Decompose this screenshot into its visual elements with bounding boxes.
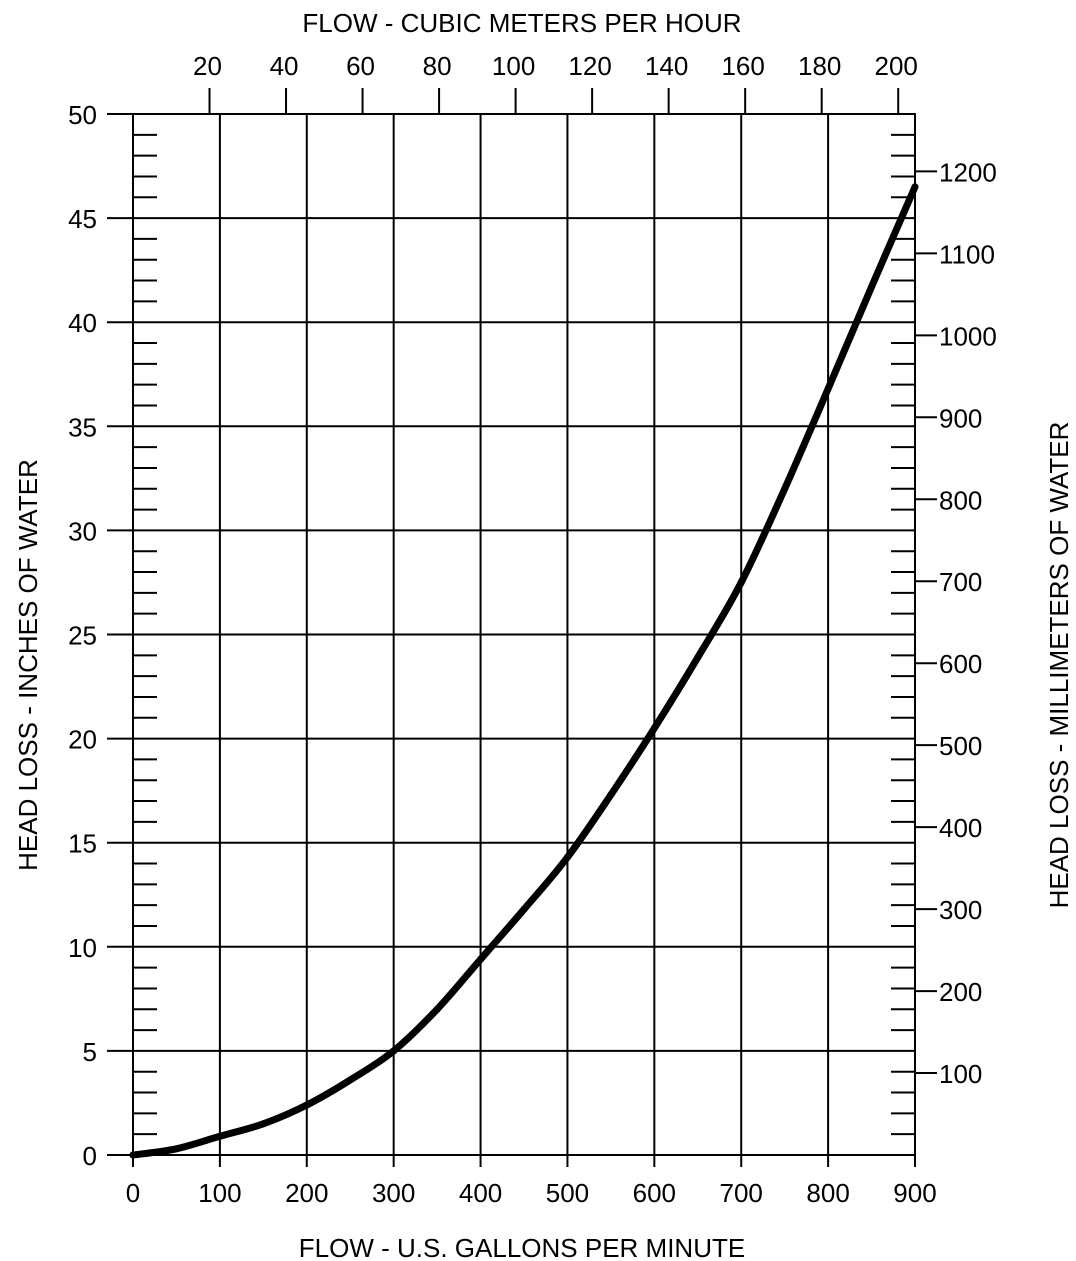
y2-tick-label: 900 [939, 403, 982, 433]
head-loss-curve [129, 183, 919, 1159]
y2-tick-label: 700 [939, 567, 982, 597]
x2-tick-label: 160 [721, 51, 764, 81]
axes [107, 88, 937, 1167]
left-axis-title: HEAD LOSS - INCHES OF WATER [13, 459, 43, 871]
x2-tick-label: 20 [193, 51, 222, 81]
x2-tick-label: 60 [346, 51, 375, 81]
y2-tick-label: 400 [939, 813, 982, 843]
y2-tick-label: 200 [939, 977, 982, 1007]
x2-tick-label: 80 [423, 51, 452, 81]
y2-tick-label: 800 [939, 485, 982, 515]
y2-tick-label: 500 [939, 731, 982, 761]
y-tick-label: 25 [68, 621, 97, 651]
x-tick-label: 400 [459, 1178, 502, 1208]
y2-tick-label: 1200 [939, 157, 997, 187]
y-tick-label: 40 [68, 308, 97, 338]
x-tick-label: 100 [198, 1178, 241, 1208]
x-tick-label: 800 [806, 1178, 849, 1208]
curve-point [477, 955, 485, 963]
x2-tick-label: 120 [568, 51, 611, 81]
series-layer [129, 183, 919, 1159]
y-tick-label: 50 [68, 100, 97, 130]
curve-point [911, 183, 919, 191]
y-tick-label: 15 [68, 829, 97, 859]
curve-point [694, 653, 702, 661]
curve-point [433, 1005, 441, 1013]
y2-tick-label: 300 [939, 895, 982, 925]
y2-tick-label: 600 [939, 649, 982, 679]
tick-labels: 0 100 200 300 400 500 600 700 800 900 0 5 10 15 20 25 30… [68, 51, 997, 1208]
y-tick-label: 0 [83, 1141, 97, 1171]
x-tick-label: 900 [893, 1178, 936, 1208]
y2-tick-label: 100 [939, 1059, 982, 1089]
plot-frame [132, 113, 916, 1156]
y-tick-label: 10 [68, 933, 97, 963]
x2-tick-label: 100 [492, 51, 535, 81]
x-tick-label: 700 [720, 1178, 763, 1208]
right-axis-title: HEAD LOSS - MILLIMETERS OF WATER [1044, 422, 1074, 909]
y-tick-label: 30 [68, 516, 97, 546]
y-tick-label: 35 [68, 412, 97, 442]
x-tick-label: 500 [546, 1178, 589, 1208]
x2-tick-label: 200 [875, 51, 918, 81]
bottom-axis-title: FLOW - U.S. GALLONS PER MINUTE [299, 1233, 745, 1261]
x2-tick-label: 40 [270, 51, 299, 81]
curve-point [868, 283, 876, 291]
y2-tick-label: 1100 [939, 239, 995, 269]
curve-point [216, 1132, 224, 1140]
curve-point [520, 905, 528, 913]
minor-ticks [133, 133, 915, 1136]
curve-point [390, 1047, 398, 1055]
curve-point [172, 1145, 180, 1153]
curve-point [346, 1076, 354, 1084]
curve-point [824, 385, 832, 393]
x-tick-label: 0 [126, 1178, 140, 1208]
curve-point [650, 724, 658, 732]
y-tick-label: 20 [68, 725, 97, 755]
x2-tick-label: 140 [645, 51, 688, 81]
x-tick-label: 300 [372, 1178, 415, 1208]
y-tick-label: 45 [68, 204, 97, 234]
x-tick-label: 200 [285, 1178, 328, 1208]
curve-point [303, 1101, 311, 1109]
x-tick-label: 600 [633, 1178, 676, 1208]
curve-point [737, 578, 745, 586]
curve-point [607, 791, 615, 799]
curve-point [259, 1120, 267, 1128]
y-tick-label: 5 [83, 1037, 97, 1067]
curve-point [563, 853, 571, 861]
y2-tick-label: 1000 [939, 321, 997, 351]
top-axis-title: FLOW - CUBIC METERS PER HOUR [302, 8, 741, 38]
x2-tick-label: 180 [798, 51, 841, 81]
curve-point [781, 485, 789, 493]
curve-point [129, 1151, 137, 1159]
